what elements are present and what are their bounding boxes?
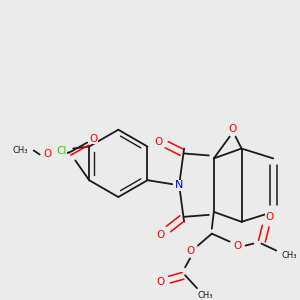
Text: O: O — [229, 124, 237, 134]
Text: CH₃: CH₃ — [197, 291, 213, 300]
Text: O: O — [44, 149, 52, 160]
Text: Cl: Cl — [56, 146, 67, 157]
Text: CH₃: CH₃ — [12, 146, 28, 155]
Text: O: O — [154, 136, 163, 147]
Text: O: O — [233, 241, 242, 250]
Text: O: O — [156, 277, 164, 287]
Text: O: O — [265, 212, 273, 222]
Text: N: N — [175, 180, 183, 190]
Text: O: O — [89, 134, 97, 144]
Text: O: O — [156, 230, 164, 240]
Text: O: O — [186, 247, 194, 256]
Text: CH₃: CH₃ — [281, 251, 297, 260]
